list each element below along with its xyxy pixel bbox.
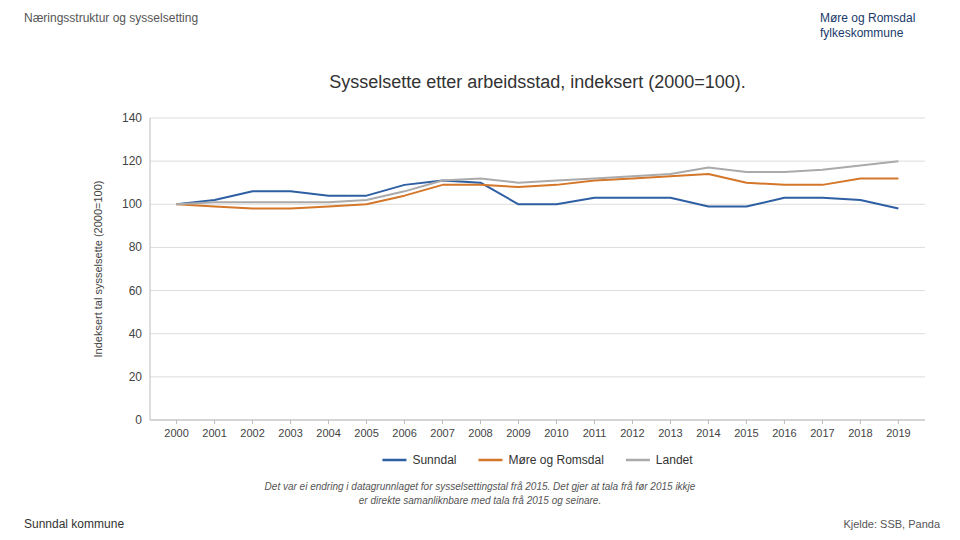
footer-note: Det var ei endring i datagrunnlaget for … [265,481,696,506]
legend-swatch [382,459,406,462]
legend-label: Sunndal [412,453,456,467]
series-lines [177,161,899,208]
x-tick [822,420,823,424]
x-tick-label: 2014 [696,427,720,439]
x-tick [784,420,785,424]
y-tick-label: 0 [135,413,142,427]
x-tick-label: 2011 [583,427,607,439]
x-tick-label: 2009 [506,427,530,439]
x-tick-label: 2008 [468,427,492,439]
x-tick-label: 2018 [848,427,872,439]
x-tick [670,420,671,424]
title: Sysselsette etter arbeidsstad, indeksert… [329,72,746,92]
y-tick-label: 20 [129,370,143,384]
source: Kjelde: SSB, Panda [843,518,941,530]
x-tick [518,420,519,424]
x-tick-label: 2007 [430,427,454,439]
x-tick [860,420,861,424]
x-tick [328,420,329,424]
text-line: Det var ei endring i datagrunnlaget for … [265,481,696,492]
legend-item: Møre og Romsdal [478,453,603,467]
legend-label: Landet [656,453,693,467]
x-tick-label: 2010 [544,427,568,439]
x-tick [404,420,405,424]
series-line [177,161,899,204]
x-tick-label: 2006 [392,427,416,439]
y-grid [150,118,925,420]
x-axis-line [150,420,925,421]
axes: 0 20 40 60 80 100 120 140 2000 2001 2002 2003 2004 20… [122,111,925,439]
x-tick [442,420,443,424]
text-line: fylkeskommune [820,26,904,40]
y-tick-label: 80 [129,240,143,254]
x-tick-label: 2013 [658,427,682,439]
grid-line [150,247,925,248]
logo-text: Møre og Romsdalfylkeskommune [820,11,915,40]
grid-line [150,420,925,421]
series-line [177,174,899,209]
legend-item: Landet [626,453,693,467]
x-tick-label: 2004 [316,427,340,439]
x-tick [746,420,747,424]
legend-swatch [626,459,650,462]
text-line: Møre og Romsdal [820,11,915,25]
x-tick-label: 2019 [886,427,910,439]
x-tick [480,420,481,424]
y-label: Indeksert tal sysselsette (2000=100) [92,180,104,357]
x-tick-label: 2012 [620,427,644,439]
x-tick [366,420,367,424]
y-tick-label: 100 [122,197,142,211]
x-tick [556,420,557,424]
x-tick-label: 2001 [202,427,226,439]
header: Næringsstruktur og sysselsetting [24,11,198,25]
y-tick-label: 140 [122,111,142,125]
text-line: er direkte samanliknbare med tala frå 20… [359,495,601,506]
legend-label: Møre og Romsdal [508,453,603,467]
x-tick [708,420,709,424]
x-tick-label: 2017 [810,427,834,439]
x-tick [176,420,177,424]
x-tick-label: 2000 [164,427,188,439]
grid-line [150,161,925,162]
y-tick-label: 60 [129,284,143,298]
grid-line [150,290,925,291]
x-tick-label: 2015 [734,427,758,439]
grid-line [150,118,925,119]
chart: Næringsstruktur og sysselsetting Møre og … [0,0,960,540]
x-tick [214,420,215,424]
municipality: Sunndal kommune [24,517,124,531]
x-tick-label: 2002 [240,427,264,439]
x-tick [632,420,633,424]
legend-item: Sunndal [382,453,456,467]
x-tick [594,420,595,424]
x-tick [252,420,253,424]
legend-swatch [478,459,502,462]
x-tick-label: 2005 [354,427,378,439]
y-axis-line [150,118,151,420]
grid-line [150,376,925,377]
y-tick-label: 120 [122,154,142,168]
background [0,0,960,540]
x-tick-label: 2016 [772,427,796,439]
grid-line [150,333,925,334]
x-tick [290,420,291,424]
y-tick-label: 40 [129,327,143,341]
legend: Sunndal Møre og Romsdal Landet [382,453,693,467]
x-tick [898,420,899,424]
x-tick-label: 2003 [278,427,302,439]
